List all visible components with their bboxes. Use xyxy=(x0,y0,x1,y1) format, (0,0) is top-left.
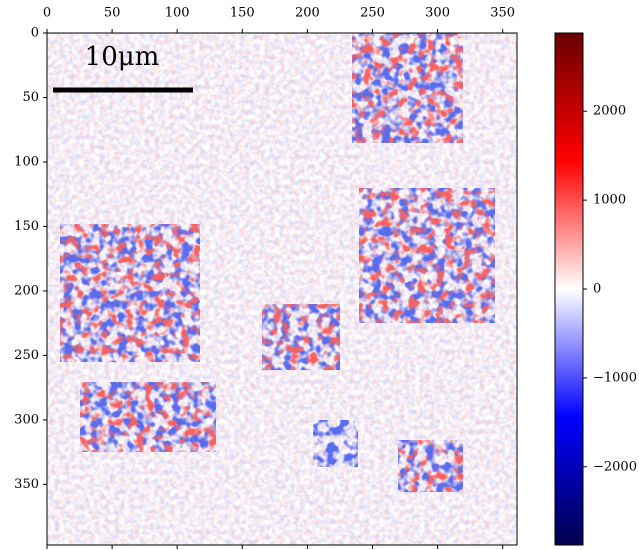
y-tick-label: 300 xyxy=(14,412,39,427)
y-tick-label: 0 xyxy=(31,26,39,41)
x-tick-label: 300 xyxy=(425,6,450,21)
y-tick-label: 100 xyxy=(14,154,39,169)
colorbar xyxy=(554,32,584,546)
y-tick-label: 200 xyxy=(14,283,39,298)
x-tick-label: 350 xyxy=(490,6,515,21)
x-tick-label: 250 xyxy=(360,6,385,21)
y-tick-label: 350 xyxy=(14,477,39,492)
colorbar-tick-label: −2000 xyxy=(593,459,637,474)
x-tick-label: 200 xyxy=(295,6,320,21)
y-tick-label: 50 xyxy=(22,90,39,105)
scale-label: 10μm xyxy=(85,42,160,72)
y-tick-label: 150 xyxy=(14,219,39,234)
y-tick-label: 250 xyxy=(14,348,39,363)
image-texture xyxy=(47,33,517,545)
x-tick-label: 150 xyxy=(230,6,255,21)
colorbar-tick-label: −1000 xyxy=(593,370,637,385)
colorbar-tick-label: 0 xyxy=(593,282,601,297)
x-tick-label: 100 xyxy=(165,6,190,21)
x-tick-label: 0 xyxy=(43,6,51,21)
x-tick-label: 50 xyxy=(104,6,121,21)
colorbar-tick-label: 2000 xyxy=(593,104,626,119)
colorbar-tick-label: 1000 xyxy=(593,193,626,208)
plot-frame xyxy=(46,32,518,546)
